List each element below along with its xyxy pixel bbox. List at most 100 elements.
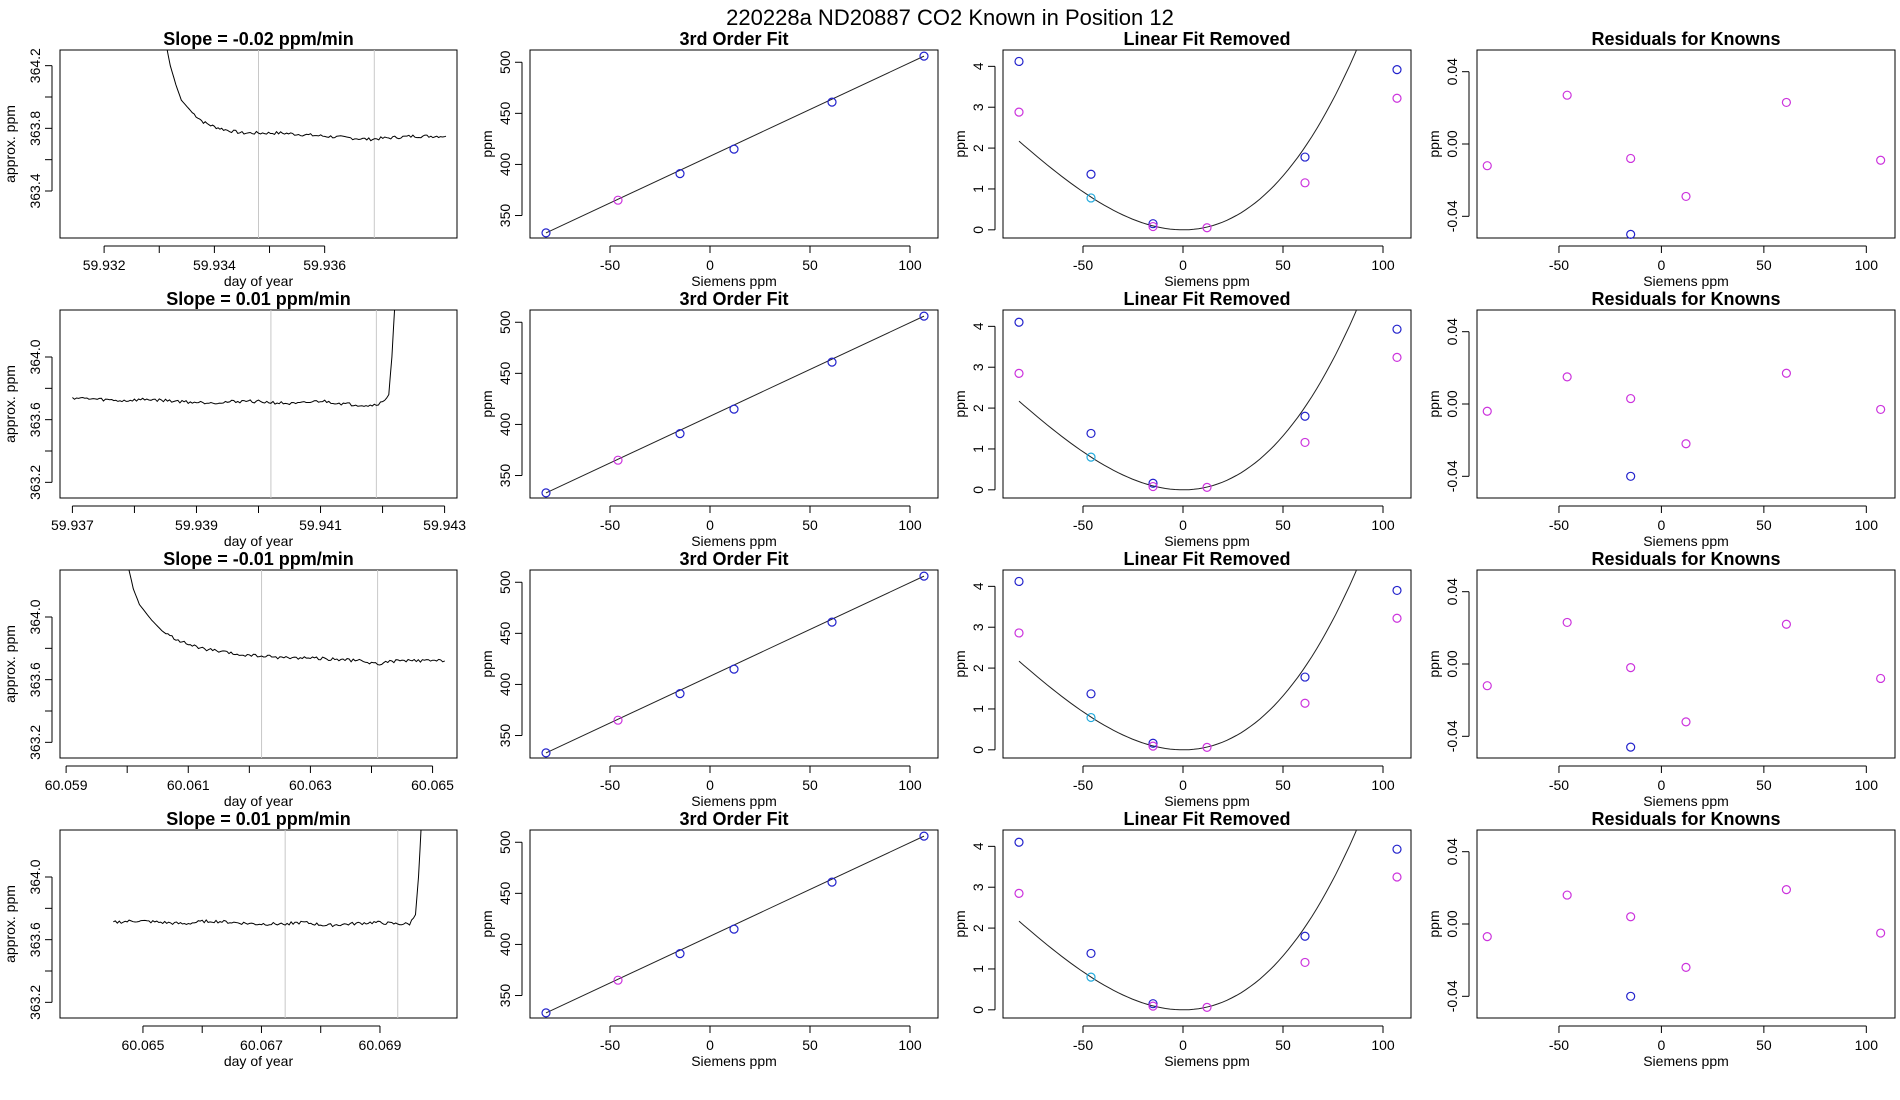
y-axis: 350 400 450 500 ppm [479, 570, 523, 747]
y-tick-label: 363.2 [27, 985, 43, 1020]
data-point [1148, 219, 1158, 229]
x-tick-label: 100 [1855, 517, 1879, 533]
plot-frame [1002, 569, 1412, 759]
x-tick-label: 0 [1658, 257, 1666, 273]
data-point [1392, 352, 1402, 363]
x-tick-label: 100 [898, 517, 922, 533]
y-tick-label: 3 [970, 623, 986, 631]
plot-frame [1002, 829, 1412, 1019]
data-point [1148, 221, 1158, 232]
panel-title: Slope = -0.02 ppm/min [163, 29, 354, 49]
plot-frame [529, 49, 939, 239]
data-point [1626, 471, 1636, 481]
y-tick-label: 4 [970, 62, 986, 70]
x-tick-label: 60.065 [411, 777, 454, 793]
data-point [1202, 742, 1212, 752]
data-point [729, 664, 739, 674]
data-point [1681, 439, 1691, 449]
data-point [827, 617, 837, 627]
data-point [1781, 885, 1792, 895]
x-axis-label: Siemens ppm [1643, 793, 1729, 809]
data-point [1681, 962, 1691, 972]
panel-0-fit: 3rd Order Fit -50 0 50 100 Siemens ppm 350 400 4… [479, 29, 939, 289]
y-tick-label: 363.6 [27, 402, 43, 437]
data-point [1626, 393, 1636, 404]
data-point [1202, 482, 1212, 492]
x-axis-label: day of year [224, 533, 294, 549]
x-axis: -50 0 50 100 Siemens ppm [1549, 765, 1878, 809]
y-axis: -0.04 0.00 0.04 ppm [1426, 58, 1470, 232]
x-axis-label: day of year [224, 273, 294, 289]
data-point [919, 311, 929, 321]
data-point [1300, 957, 1310, 968]
panel-3-trace: Slope = 0.01 ppm/min 60.065 60.067 60.069 da… [2, 809, 458, 1069]
x-tick-label: 100 [898, 257, 922, 273]
data-point [1300, 437, 1310, 448]
x-tick-label: 100 [898, 1037, 922, 1053]
panel-3-fit: 3rd Order Fit -50 0 50 100 Siemens ppm 350 400 4… [479, 809, 939, 1069]
data-point [1086, 948, 1096, 959]
y-tick-label: -0.04 [1444, 980, 1460, 1012]
y-axis-label: ppm [952, 130, 968, 157]
x-tick-label: 0 [1658, 777, 1666, 793]
x-tick-label: 50 [1756, 1037, 1772, 1053]
x-tick-label: 60.063 [289, 777, 332, 793]
x-tick-label: 50 [1275, 517, 1291, 533]
data-point [1014, 56, 1024, 67]
y-axis-label: ppm [952, 390, 968, 417]
data-point [613, 975, 623, 985]
x-tick-label: 100 [1371, 777, 1395, 793]
y-tick-label: 1 [970, 965, 986, 973]
x-tick-label: 0 [706, 257, 714, 273]
data-point [1086, 972, 1096, 982]
x-tick-label: 59.932 [83, 257, 126, 273]
y-tick-label: 1 [970, 705, 986, 713]
y-tick-label: 364.2 [27, 48, 43, 83]
data-point [1300, 931, 1310, 941]
y-tick-label: 3 [970, 363, 986, 371]
x-tick-label: 100 [1855, 1037, 1879, 1053]
data-point [613, 455, 623, 465]
x-axis: 59.937 59.939 59.941 59.943 day of year [51, 505, 466, 549]
y-tick-label: 0.04 [1444, 58, 1460, 85]
x-axis: -50 0 50 100 Siemens ppm [1073, 245, 1395, 289]
y-tick-label: 1 [970, 445, 986, 453]
x-axis: -50 0 50 100 Siemens ppm [1073, 765, 1395, 809]
y-tick-label: 500 [497, 50, 513, 74]
x-tick-label: 0 [1658, 517, 1666, 533]
data-point [1014, 368, 1024, 378]
y-tick-label: 363.8 [27, 111, 43, 146]
y-axis: 363.2 363.6 364.0 approx. ppm [2, 339, 53, 500]
data-point [1781, 97, 1792, 108]
panel-title: Residuals for Knowns [1591, 549, 1780, 569]
figure-title: 220228a ND20887 CO2 Known in Position 12 [726, 5, 1174, 30]
y-tick-label: 0.04 [1444, 838, 1460, 865]
panel-title: Slope = 0.01 ppm/min [166, 809, 351, 829]
fit-line [545, 575, 925, 754]
data-point [1148, 481, 1158, 492]
plot-area [545, 575, 925, 754]
y-tick-label: 400 [497, 933, 513, 957]
panel-title: 3rd Order Fit [679, 549, 788, 569]
x-axis: -50 0 50 100 Siemens ppm [600, 765, 922, 809]
y-tick-label: 364.0 [27, 599, 43, 634]
data-point [1148, 478, 1158, 488]
x-tick-label: 0 [1179, 1037, 1187, 1053]
data-point [1392, 65, 1402, 75]
x-tick-label: 100 [1855, 257, 1879, 273]
x-tick-label: 50 [802, 1037, 818, 1053]
data-point [1392, 844, 1402, 854]
data-point [1014, 107, 1024, 117]
plot-frame [1476, 49, 1896, 239]
plot-frame [59, 309, 458, 499]
panel-0-resid: Residuals for Knowns -50 0 50 100 Siemens ppm… [1426, 29, 1896, 289]
x-axis: -50 0 50 100 Siemens ppm [1549, 245, 1879, 289]
y-tick-label: 500 [497, 570, 513, 594]
fit-curve [1018, 830, 1358, 1011]
data-point [1148, 1001, 1158, 1011]
panel-title: Linear Fit Removed [1123, 289, 1290, 309]
y-tick-label: 3 [970, 103, 986, 111]
